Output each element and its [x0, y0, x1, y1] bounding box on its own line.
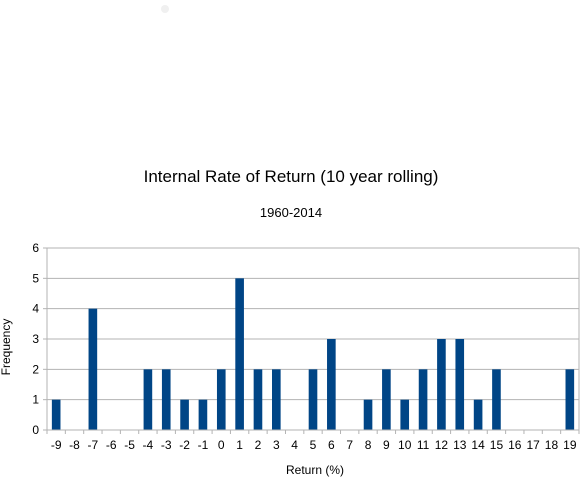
y-tick-label: 6 [32, 241, 39, 255]
y-tick-label: 0 [32, 423, 39, 437]
bar [492, 369, 501, 430]
x-tick-label: 19 [563, 438, 577, 452]
bar [161, 369, 171, 430]
x-tick-label: -3 [161, 438, 172, 452]
x-tick-label: 1 [236, 438, 243, 452]
bar [455, 339, 465, 430]
x-tick-label: 6 [328, 438, 335, 452]
bar [382, 369, 391, 430]
gridlines [47, 247, 579, 401]
bar [271, 369, 281, 430]
bar [180, 399, 189, 430]
x-axis-label: Return (%) [286, 463, 344, 477]
x-tick-label: 4 [291, 438, 298, 452]
x-tick-label: 18 [545, 438, 559, 452]
x-tick-label: 7 [346, 438, 353, 452]
x-tick-label: -5 [124, 438, 135, 452]
x-tick-label: -7 [88, 438, 99, 452]
bar [418, 369, 428, 430]
x-tick-label: 0 [218, 438, 225, 452]
x-tick-label: 14 [471, 438, 485, 452]
decorative-dot [161, 5, 169, 13]
axes [43, 247, 580, 434]
x-tick-label: 13 [453, 438, 467, 452]
x-tick-label: -6 [106, 438, 117, 452]
y-tick-label: 5 [32, 271, 39, 285]
bar [565, 369, 575, 430]
chart-title: Internal Rate of Return (10 year rolling… [144, 167, 439, 186]
bar [327, 339, 336, 430]
x-tick-label: -8 [69, 438, 80, 452]
x-tick-label: 2 [255, 438, 262, 452]
x-tick-label: 3 [273, 438, 280, 452]
x-tick-label: -4 [143, 438, 154, 452]
bar [473, 399, 483, 430]
x-tick-label: 15 [490, 438, 504, 452]
x-tick-label: 8 [365, 438, 372, 452]
bar [400, 399, 410, 430]
y-tick-label: 3 [32, 332, 39, 346]
y-tick-labels: 0 1 2 3 4 5 6 [32, 241, 39, 437]
bars [51, 278, 575, 430]
y-axis-label: Frequency [0, 319, 13, 376]
bar [198, 399, 208, 430]
x-tick-label: 17 [526, 438, 540, 452]
x-tick-label: 11 [417, 438, 430, 452]
bar [51, 399, 61, 430]
bar [143, 369, 153, 430]
x-tick-labels: -9 -8 -7 -6 -5 -4 -3 -2 -1 0 1 2 3 4 5 6 7 8 9 10 11 12 13 14 15… [51, 438, 577, 452]
x-tick-label: 10 [398, 438, 412, 452]
bar [437, 339, 446, 430]
x-tick-label: 16 [508, 438, 522, 452]
bar [308, 369, 318, 430]
x-tick-label: -9 [51, 438, 62, 452]
x-tick-label: 5 [310, 438, 317, 452]
x-tick-label: -1 [198, 438, 209, 452]
bar [216, 369, 226, 430]
x-tick-label: 12 [435, 438, 449, 452]
x-tick-label: 9 [383, 438, 390, 452]
bar [88, 308, 98, 430]
y-tick-label: 4 [32, 302, 39, 316]
bar [363, 399, 373, 430]
y-tick-label: 1 [32, 393, 39, 407]
chart-subtitle: 1960-2014 [260, 205, 322, 220]
bar [235, 278, 244, 430]
x-tick-label: -2 [179, 438, 190, 452]
bar [253, 369, 263, 430]
y-tick-label: 2 [32, 362, 39, 376]
